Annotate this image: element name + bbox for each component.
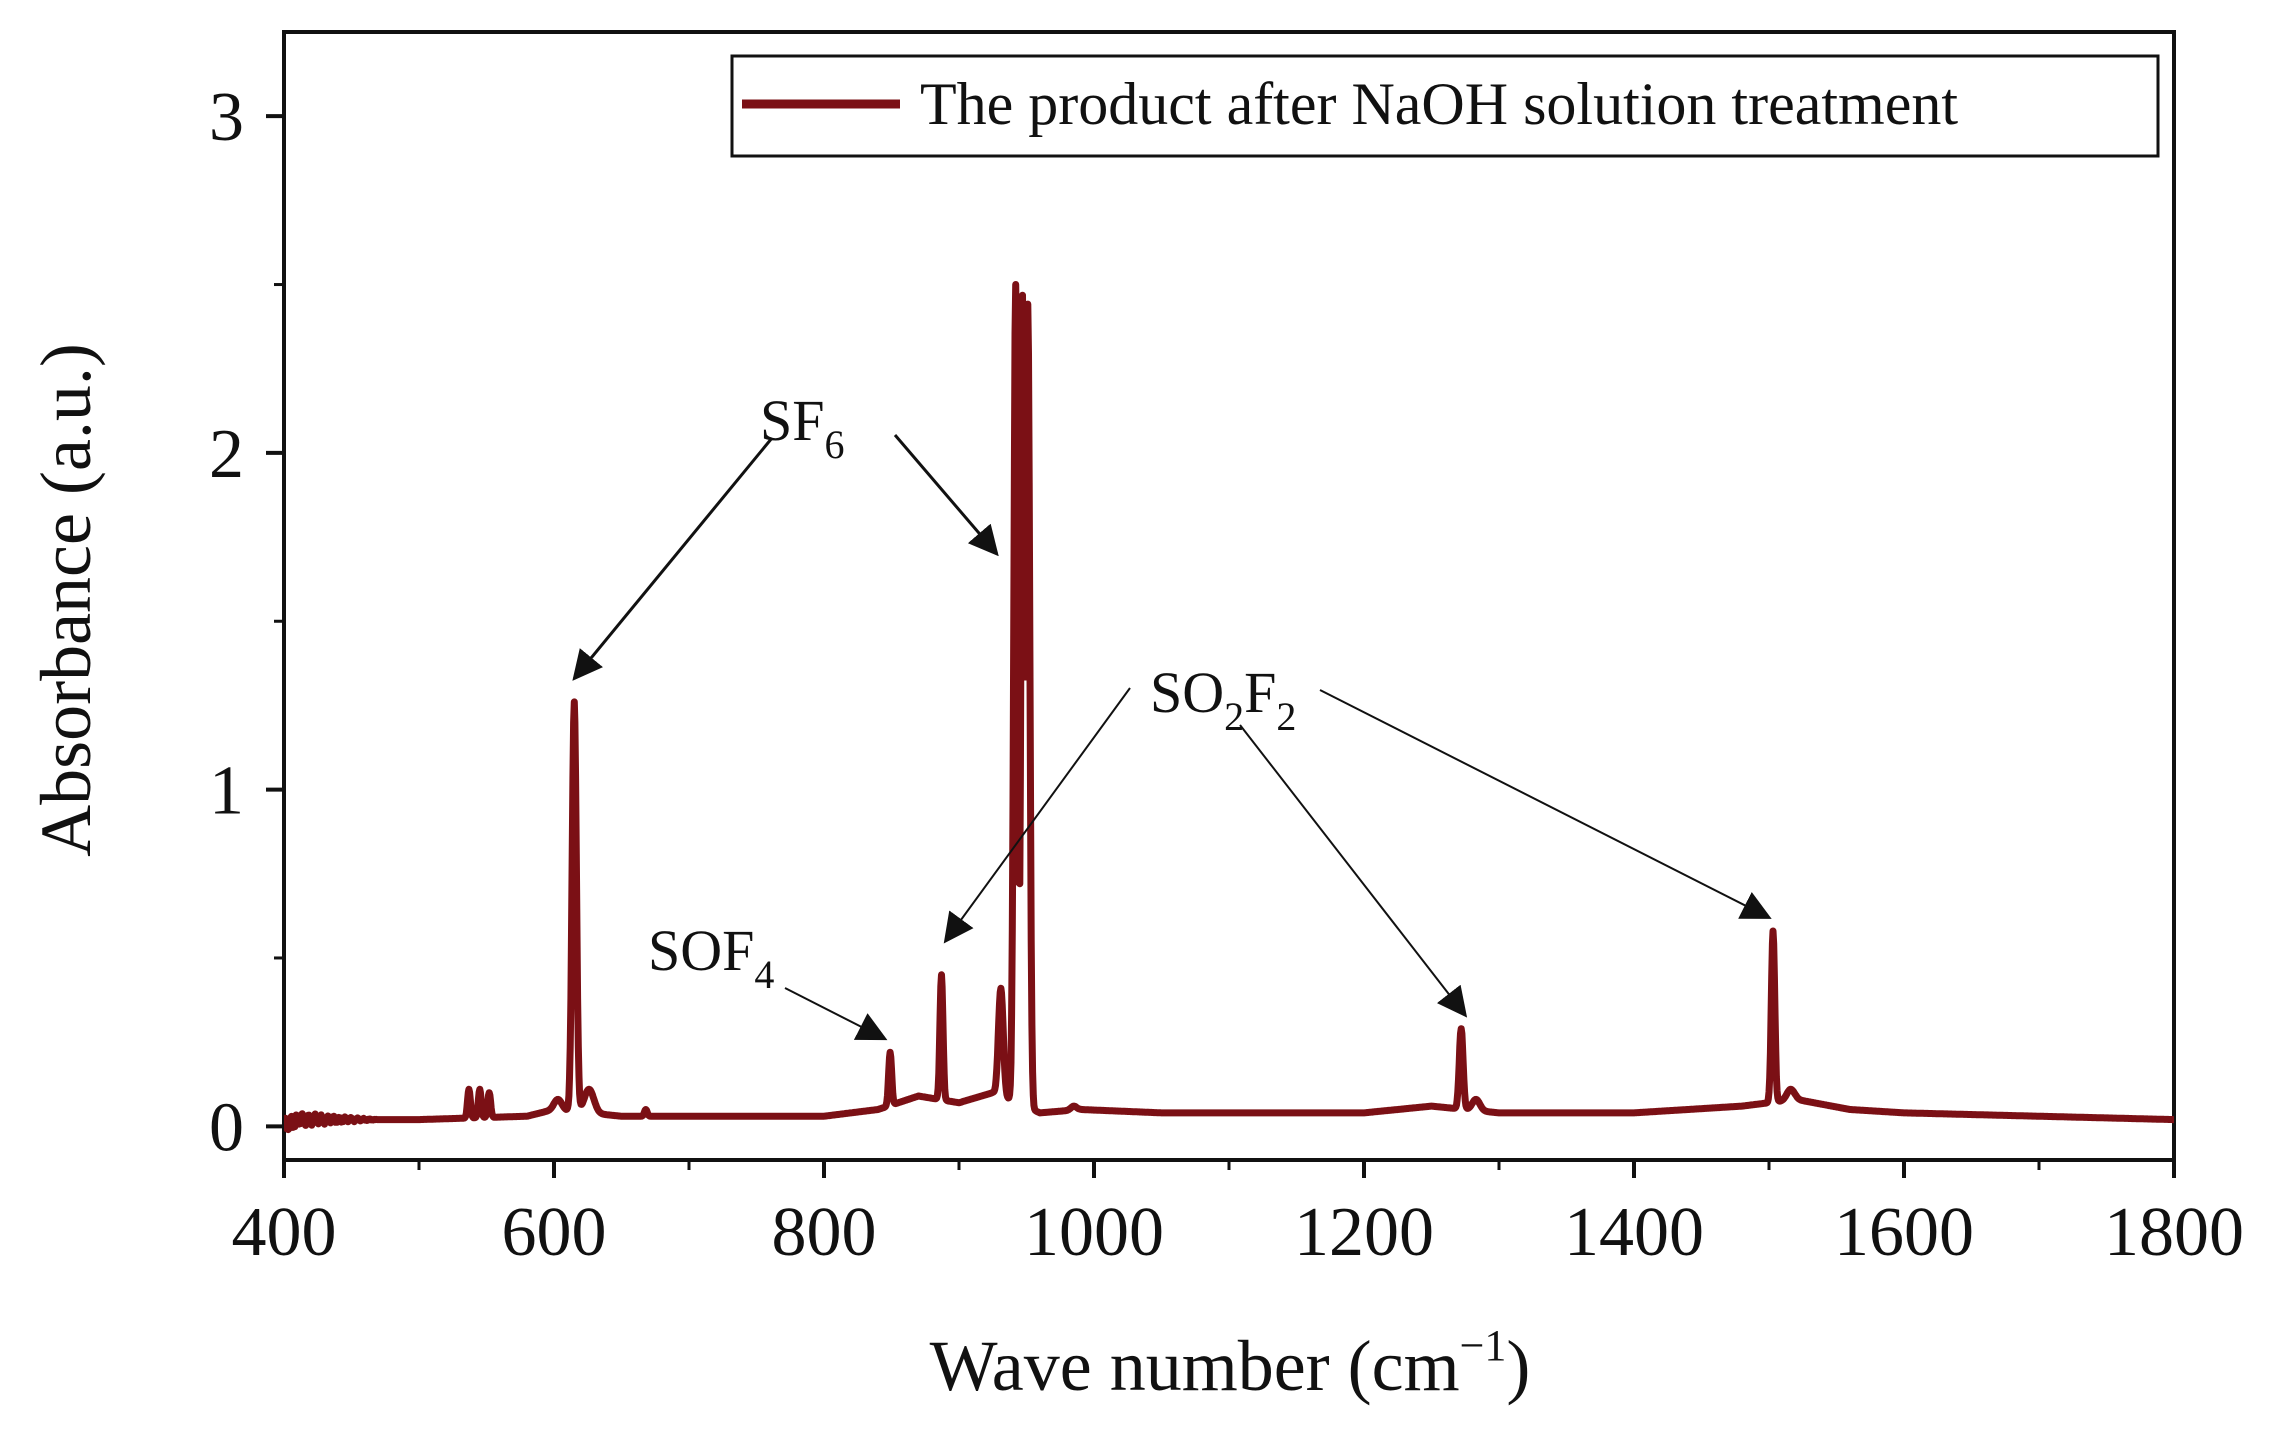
series-group — [284, 281, 2174, 1134]
annotation-arrow — [943, 687, 1131, 944]
legend: The product after NaOH solution treatmen… — [730, 54, 2160, 158]
y-tick-label: 0 — [209, 1089, 244, 1166]
x-tick-label: 1800 — [2104, 1194, 2244, 1271]
axis-ticks: 400 600 800 1000 1200 1400 1600 1800 0 1 2 3 — [209, 79, 2244, 1271]
y-tick-label: 3 — [209, 79, 244, 156]
x-tick-label: 1200 — [1294, 1194, 1434, 1271]
annotation-arrow — [784, 987, 888, 1041]
annotation-label-sub2: 2 — [1276, 694, 1296, 739]
x-tick-label: 400 — [232, 1194, 337, 1271]
legend-label: The product after NaOH solution treatmen… — [920, 71, 1958, 137]
annotation-label-text: SF — [760, 388, 825, 453]
annotation-arrow — [1239, 724, 1468, 1018]
annotation-label: SOF4 — [648, 918, 774, 997]
x-axis-title-close: ) — [1506, 1326, 1530, 1406]
annotation-arrow — [1319, 689, 1772, 919]
series-line — [284, 281, 2174, 1134]
annotation-label: SF6 — [760, 388, 845, 467]
x-axis-title-main: Wave number (cm — [930, 1326, 1460, 1406]
legend-box — [730, 54, 2160, 158]
annotation-arrow — [893, 434, 999, 557]
annotation-label-sub: 6 — [825, 422, 845, 467]
x-tick-label: 600 — [502, 1194, 607, 1271]
annotation-label-sub: 4 — [754, 952, 774, 997]
annotation-label-sub: 2 — [1224, 694, 1244, 739]
annotation-label-text: SO — [1150, 660, 1224, 725]
x-tick-label: 1600 — [1834, 1194, 1974, 1271]
x-tick-label: 1400 — [1564, 1194, 1704, 1271]
x-tick-label: 800 — [772, 1194, 877, 1271]
annotation-label: SO2F2 — [1150, 660, 1296, 739]
annotation-arrow — [572, 437, 774, 681]
x-axis-title-superscript: −1 — [1460, 1321, 1507, 1370]
y-axis-title: Absorbance (a.u.) — [26, 343, 106, 857]
y-tick-label: 1 — [209, 753, 244, 830]
annotation-label-text: SOF — [648, 918, 754, 983]
x-tick-label: 1000 — [1024, 1194, 1164, 1271]
x-axis-title: Wave number (cm−1) — [930, 1321, 1531, 1406]
annotation-label-text2: F — [1244, 660, 1276, 725]
y-tick-label: 2 — [209, 416, 244, 493]
